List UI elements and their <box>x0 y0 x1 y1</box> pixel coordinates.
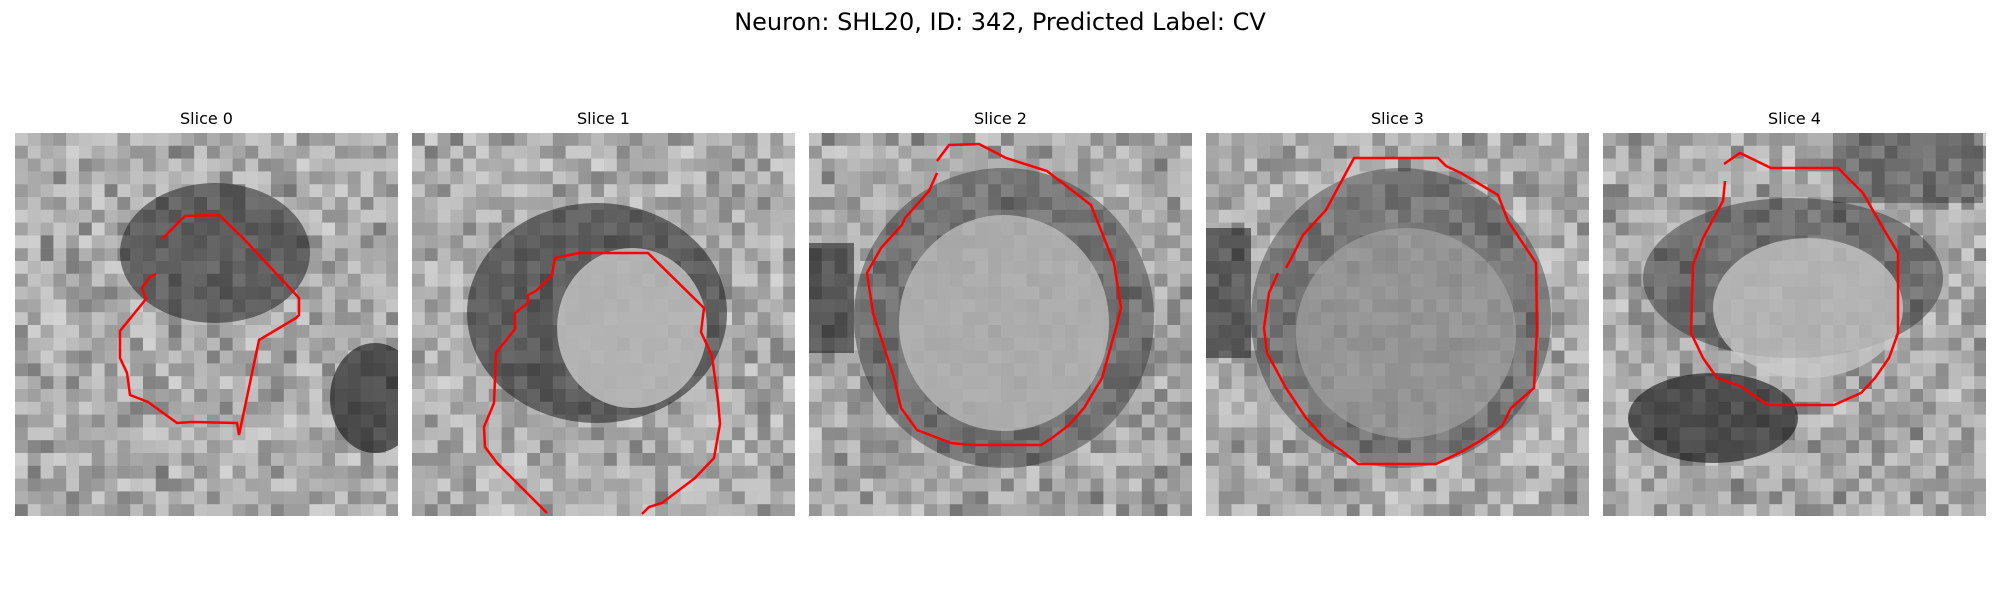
slice-image-0 <box>15 133 398 516</box>
figure-title: Neuron: SHL20, ID: 342, Predicted Label:… <box>734 8 1266 36</box>
slice-panel-2: Slice 2 <box>809 108 1192 516</box>
segmentation-contour <box>1262 156 1539 466</box>
segmentation-contour <box>865 142 1123 447</box>
slice-title: Slice 1 <box>577 109 630 128</box>
slice-title: Slice 2 <box>974 109 1027 128</box>
slice-panel-0: Slice 0 <box>15 108 398 516</box>
segmentation-contour <box>1689 151 1900 407</box>
slice-image-1 <box>412 133 795 516</box>
segmentation-contour <box>482 251 722 515</box>
slice-panel-1: Slice 1 <box>412 108 795 516</box>
slice-title: Slice 3 <box>1371 109 1424 128</box>
slice-title: Slice 0 <box>180 109 233 128</box>
slice-image-3 <box>1206 133 1589 516</box>
slice-image-2 <box>809 133 1192 516</box>
segmentation-contour <box>118 213 301 436</box>
slice-image-4 <box>1603 133 1986 516</box>
slice-panel-3: Slice 3 <box>1206 108 1589 516</box>
slice-title: Slice 4 <box>1768 109 1821 128</box>
slice-panel-4: Slice 4 <box>1603 108 1986 516</box>
